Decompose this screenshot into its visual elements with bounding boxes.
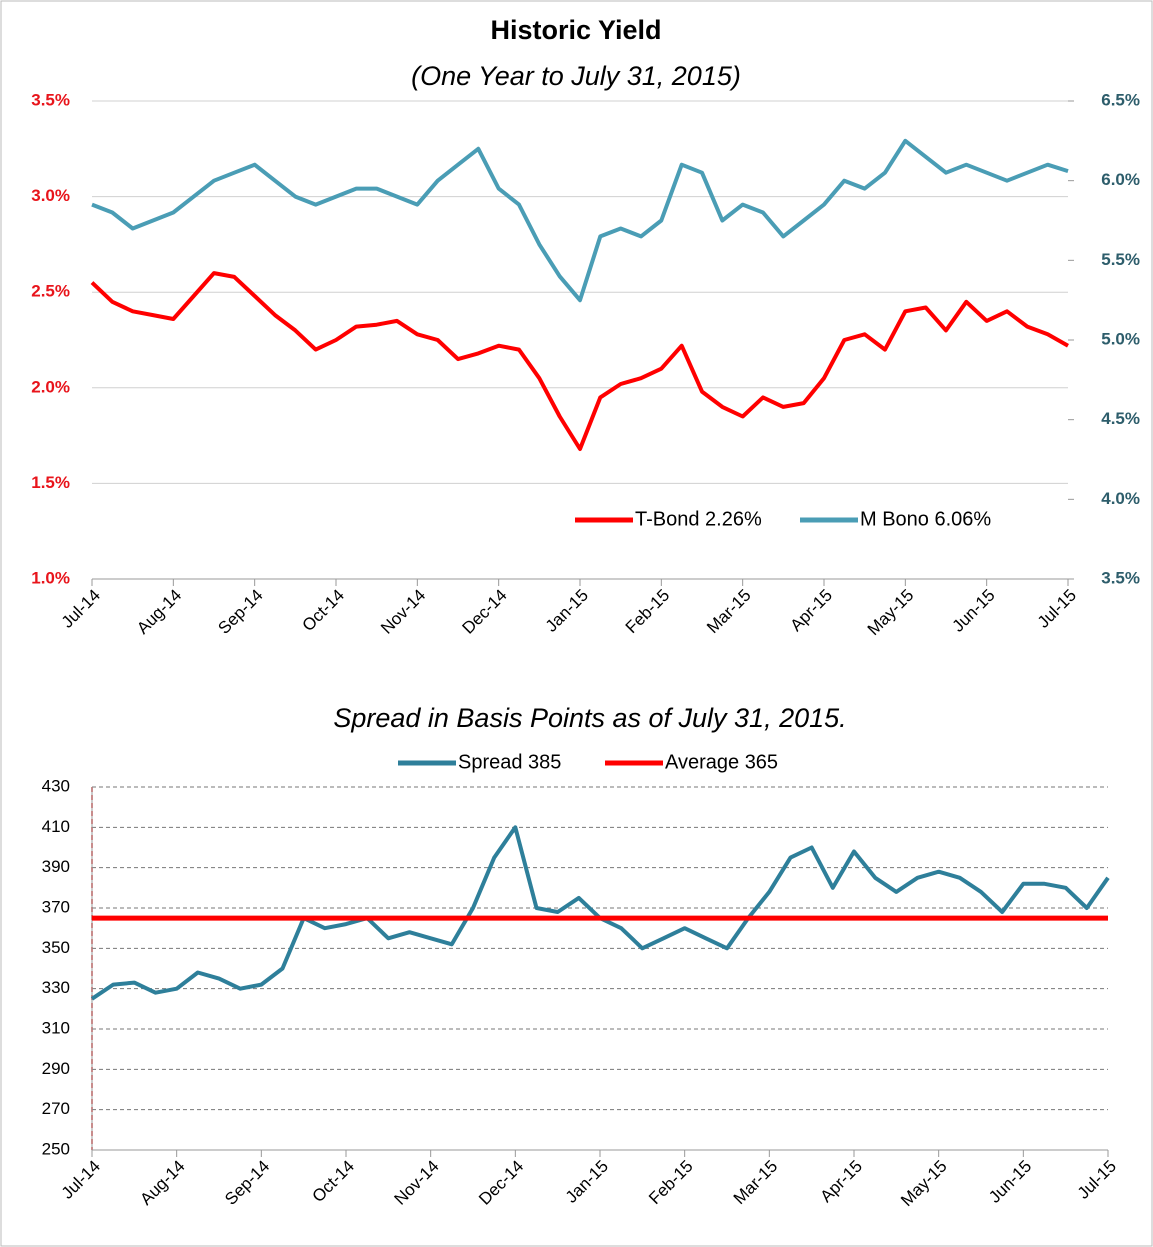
legend-label: M Bono 6.06% xyxy=(860,508,991,530)
y-tick-label: 2.0% xyxy=(31,377,70,396)
y-tick-label: 3.0% xyxy=(31,186,70,205)
legend-label: T-Bond 2.26% xyxy=(635,508,762,530)
y-tick-label: 350 xyxy=(42,938,70,957)
y2-tick-label: 4.0% xyxy=(1101,489,1140,508)
y-tick-label: 310 xyxy=(42,1018,70,1037)
legend-label: Spread 385 xyxy=(458,751,561,773)
y2-tick-label: 3.5% xyxy=(1101,568,1140,587)
y2-tick-label: 6.5% xyxy=(1101,90,1140,109)
series-line xyxy=(91,138,1069,303)
y2-tick-label: 5.0% xyxy=(1101,329,1140,348)
chart-subtitle: (One Year to July 31, 2015) xyxy=(411,61,741,91)
y-tick-label: 3.5% xyxy=(31,90,70,109)
y-tick-label: 390 xyxy=(42,857,70,876)
y-tick-label: 430 xyxy=(42,776,70,795)
y-tick-label: 2.5% xyxy=(31,282,70,301)
y-tick-label: 1.5% xyxy=(31,473,70,492)
y-tick-label: 270 xyxy=(42,1099,70,1118)
series-line xyxy=(90,271,1069,451)
chart-title: Spread in Basis Points as of July 31, 20… xyxy=(333,703,846,733)
y-tick-label: 1.0% xyxy=(31,568,70,587)
y2-tick-label: 6.0% xyxy=(1101,170,1140,189)
chart-title: Historic Yield xyxy=(490,15,661,45)
y-tick-label: 250 xyxy=(42,1139,70,1158)
y-tick-label: 330 xyxy=(42,978,70,997)
y2-tick-label: 5.5% xyxy=(1101,250,1140,269)
y2-tick-label: 4.5% xyxy=(1101,409,1140,428)
y-tick-label: 370 xyxy=(42,897,70,916)
legend-label: Average 365 xyxy=(665,751,778,773)
y-tick-label: 410 xyxy=(42,817,70,836)
y-tick-label: 290 xyxy=(42,1059,70,1078)
